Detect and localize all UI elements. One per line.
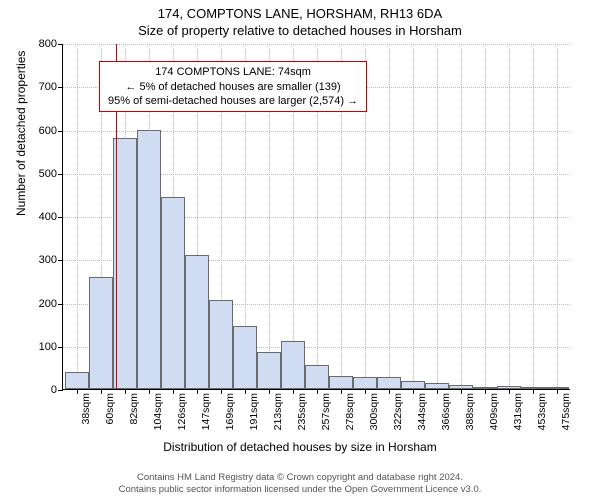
xtick-label: 213sqm [272,393,284,430]
bar [137,130,161,390]
footer-line: Contains HM Land Registry data © Crown c… [0,472,600,484]
xtick-mark [149,389,150,394]
chart-container: 174, COMPTONS LANE, HORSHAM, RH13 6DA Si… [0,0,600,500]
xtick-label: 300sqm [368,393,380,430]
xtick-label: 169sqm [224,393,236,430]
xtick-label: 82sqm [128,393,140,425]
ytick-label: 700 [39,81,63,93]
xtick-label: 60sqm [104,393,116,425]
xtick-mark [269,389,270,394]
footer: Contains HM Land Registry data © Crown c… [0,472,600,496]
xtick-mark [341,389,342,394]
xtick-label: 409sqm [488,393,500,430]
xtick-label: 344sqm [416,393,428,430]
xtick-label: 257sqm [320,393,332,430]
xtick-mark [101,389,102,394]
xtick-label: 388sqm [464,393,476,430]
xtick-mark [317,389,318,394]
page-subtitle: Size of property relative to detached ho… [0,21,600,38]
xtick-mark [437,389,438,394]
y-axis-label: Number of detached properties [14,51,28,216]
bar [161,197,185,389]
xtick-mark [221,389,222,394]
xtick-label: 453sqm [536,393,548,430]
annotation-line: ← 5% of detached houses are smaller (139… [108,80,358,94]
bar [305,365,329,389]
xtick-mark [197,389,198,394]
bar [209,300,233,389]
ytick-label: 800 [39,38,63,50]
xtick-mark [533,389,534,394]
xtick-mark [413,389,414,394]
xtick-mark [461,389,462,394]
page-title: 174, COMPTONS LANE, HORSHAM, RH13 6DA [0,0,600,21]
bar [89,277,113,389]
ytick-label: 300 [39,254,63,266]
annotation-box: 174 COMPTONS LANE: 74sqm ← 5% of detache… [99,61,367,112]
plot-area: 174 COMPTONS LANE: 74sqm ← 5% of detache… [62,44,570,390]
bar [257,352,281,389]
xtick-mark [125,389,126,394]
xtick-label: 126sqm [176,393,188,430]
xtick-label: 431sqm [512,393,524,430]
ytick-label: 0 [51,384,63,396]
xtick-label: 475sqm [560,393,572,430]
xtick-mark [245,389,246,394]
xtick-mark [557,389,558,394]
bar [329,376,353,389]
xtick-label: 147sqm [200,393,212,430]
x-axis-label: Distribution of detached houses by size … [0,440,600,454]
xtick-label: 191sqm [248,393,260,430]
xtick-mark [389,389,390,394]
xtick-label: 38sqm [80,393,92,425]
xtick-mark [509,389,510,394]
bar [281,341,305,389]
bar [65,372,89,389]
bar [233,326,257,389]
footer-line: Contains public sector information licen… [0,484,600,496]
annotation-line: 95% of semi-detached houses are larger (… [108,94,358,108]
xtick-mark [485,389,486,394]
xtick-mark [77,389,78,394]
xtick-mark [173,389,174,394]
annotation-line: 174 COMPTONS LANE: 74sqm [108,65,358,79]
xtick-label: 235sqm [296,393,308,430]
xtick-label: 322sqm [392,393,404,430]
ytick-label: 400 [39,211,63,223]
ytick-label: 200 [39,298,63,310]
ytick-label: 100 [39,341,63,353]
xtick-label: 104sqm [152,393,164,430]
bar [401,381,425,389]
xtick-label: 366sqm [440,393,452,430]
ytick-label: 500 [39,168,63,180]
xtick-mark [365,389,366,394]
bar [353,377,377,389]
ytick-label: 600 [39,125,63,137]
xtick-mark [293,389,294,394]
xtick-label: 278sqm [344,393,356,430]
bar [185,255,209,389]
bar [377,377,401,389]
